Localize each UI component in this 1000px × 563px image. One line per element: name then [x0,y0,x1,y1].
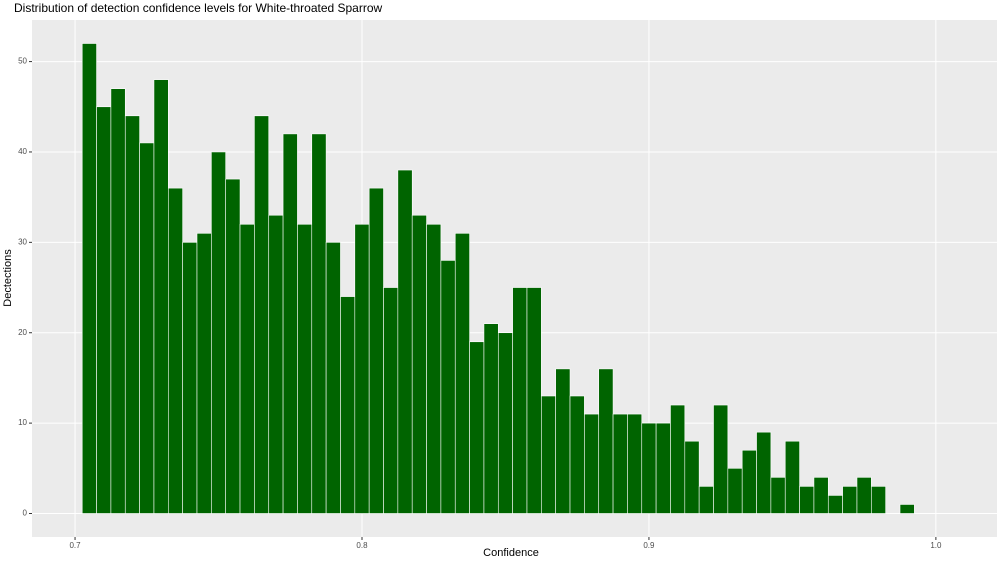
y-tick-label: 20 [18,328,27,337]
bar [110,88,126,514]
y-tick-label: 50 [18,57,27,66]
bar [612,413,628,514]
bar [827,495,843,514]
bar [397,169,413,514]
bar [469,341,485,514]
bar [555,368,571,514]
bar [541,395,556,514]
bar [670,404,686,514]
bar [354,223,370,514]
bar [167,187,183,514]
bar [899,504,915,514]
bar [784,440,800,514]
bar [871,486,886,514]
bar [713,404,729,514]
bar [182,242,198,514]
bar [368,187,384,514]
bar [684,440,700,514]
bar [239,223,255,514]
bar [569,395,585,514]
bar [584,413,600,514]
bar [196,233,212,514]
bar [282,133,298,514]
bar [598,368,614,514]
bar [813,477,829,514]
bar [627,413,643,514]
bar [325,242,341,514]
x-tick-label: 0.7 [69,541,81,550]
y-axis-title: Dectections [2,249,14,307]
bar [254,115,270,514]
y-tick-label: 40 [18,147,27,156]
bar [411,214,427,514]
bar [799,486,815,514]
bar [211,151,226,514]
bar [311,133,327,514]
bar [526,287,542,514]
bar [483,323,499,514]
y-tick-label: 0 [23,509,28,518]
chart-title: Distribution of detection confidence lev… [14,1,383,15]
bar [641,422,657,514]
bar [727,468,743,514]
bar [497,332,513,514]
bar [225,178,241,514]
bar [383,287,399,514]
y-tick-label: 10 [18,418,27,427]
x-tick-label: 0.8 [356,541,368,550]
x-axis-title: Confidence [483,547,539,559]
bar [698,486,714,514]
bar [426,223,442,514]
bar [655,422,671,514]
bar [340,296,356,514]
bar [81,43,97,514]
bar [124,115,140,514]
bar [512,287,528,514]
bar [297,223,313,514]
bar [770,477,786,514]
bar [153,79,169,514]
x-tick-label: 0.9 [643,541,655,550]
x-tick-label: 1.0 [930,541,942,550]
bar [268,214,284,514]
bar [842,486,858,514]
y-tick-label: 30 [18,237,27,246]
bar [756,431,772,514]
bar [139,142,155,514]
bar [440,260,456,514]
bar [454,233,470,514]
bar [856,477,872,514]
bar [96,106,112,514]
bar [741,449,757,514]
